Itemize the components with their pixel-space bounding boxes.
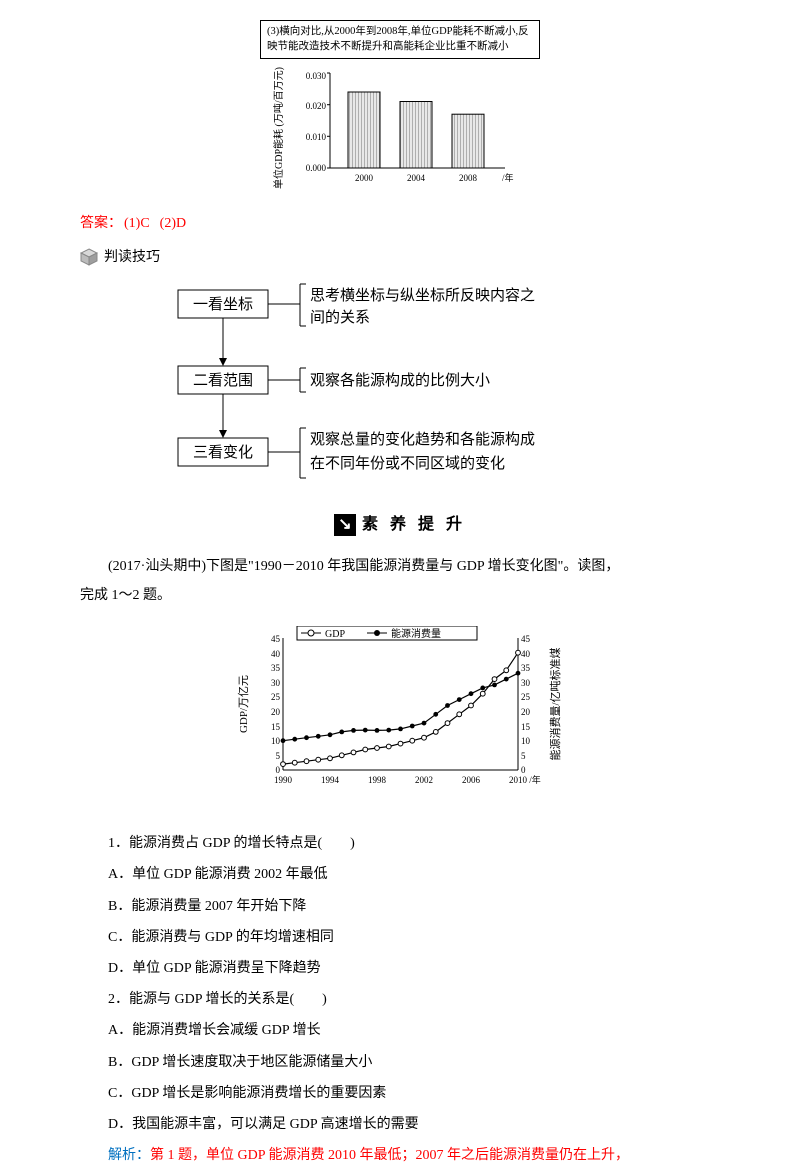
- svg-text:0.010: 0.010: [306, 132, 327, 142]
- svg-text:间的关系: 间的关系: [310, 309, 370, 326]
- svg-text:/年: /年: [502, 172, 514, 183]
- svg-text:思考横坐标与纵坐标所反映内容之: 思考横坐标与纵坐标所反映内容之: [310, 287, 535, 304]
- svg-text:2002: 2002: [415, 775, 433, 785]
- svg-text:一看坐标: 一看坐标: [193, 296, 253, 313]
- intro-line-1: (2017·汕头期中)下图是"1990－2010 年我国能源消费量与 GDP 增…: [80, 554, 720, 579]
- svg-text:2004: 2004: [407, 173, 426, 183]
- explain-label: 解析：: [108, 1148, 150, 1163]
- svg-text:30: 30: [271, 678, 281, 688]
- energy-markers: [281, 671, 521, 743]
- svg-text:GDP/万亿元: GDP/万亿元: [237, 675, 250, 733]
- svg-text:观察各能源构成的比例大小: 观察各能源构成的比例大小: [310, 371, 490, 389]
- q1-stem: 1．能源消费占 GDP 的增长特点是( ): [80, 831, 720, 856]
- svg-text:观察总量的变化趋势和各能源构成: 观察总量的变化趋势和各能源构成: [310, 430, 535, 448]
- right-yticks: 0 5 10 15 20 25 30 35 40 45: [521, 634, 531, 775]
- top-bar-chart: (3)横向对比,从2000年到2008年,单位GDP能耗不断减小,反映节能改造技…: [260, 20, 540, 193]
- svg-text:5: 5: [276, 751, 281, 761]
- svg-text:30: 30: [521, 678, 531, 688]
- q1-option-b: B．能源消费量 2007 年开始下降: [80, 894, 720, 919]
- gdp-line: [283, 653, 518, 764]
- svg-text:1994: 1994: [321, 775, 340, 785]
- q1-option-a: A．单位 GDP 能源消费 2002 年最低: [80, 862, 720, 887]
- svg-text:/年: /年: [529, 774, 541, 785]
- svg-text:能源消费量/亿吨标准煤: 能源消费量/亿吨标准煤: [548, 648, 562, 761]
- cube-icon: [80, 248, 98, 266]
- answer-label: 答案：: [80, 216, 122, 231]
- section-arrow-icon: ↘: [334, 514, 356, 536]
- svg-text:1990: 1990: [274, 775, 293, 785]
- bar-chart-svg: 单位GDP能耗 (万吨/百万元) 0.000 0.010 0.020 0.030: [270, 63, 530, 193]
- bar-2000: [348, 92, 380, 168]
- section-header: ↘ 素 养 提 升: [80, 511, 720, 540]
- svg-text:0: 0: [276, 765, 281, 775]
- left-yticks: 0 5 10 15 20 25 30 35 40 45: [271, 634, 281, 775]
- svg-text:2000: 2000: [355, 173, 374, 183]
- answer-1: (1)C: [124, 216, 150, 231]
- q1-option-c: C．能源消费与 GDP 的年均增速相同: [80, 925, 720, 950]
- svg-text:35: 35: [521, 663, 531, 673]
- q2-stem: 2．能源与 GDP 增长的关系是( ): [80, 987, 720, 1012]
- svg-text:2006: 2006: [462, 775, 481, 785]
- svg-text:40: 40: [271, 649, 281, 659]
- top-ylabel: 单位GDP能耗 (万吨/百万元): [272, 67, 285, 189]
- svg-text:0.030: 0.030: [306, 71, 327, 81]
- q2-option-b: B．GDP 增长速度取决于地区能源储量大小: [80, 1050, 720, 1075]
- top-chart-note: (3)横向对比,从2000年到2008年,单位GDP能耗不断减小,反映节能改造技…: [260, 20, 540, 59]
- svg-text:能源消费量: 能源消费量: [391, 627, 441, 640]
- skill-label: 判读技巧: [104, 245, 160, 270]
- svg-text:10: 10: [521, 736, 531, 746]
- gdp-markers: [281, 650, 521, 766]
- svg-text:0.020: 0.020: [306, 101, 327, 111]
- section-title: 素 养 提 升: [362, 511, 466, 540]
- svg-text:1998: 1998: [368, 775, 387, 785]
- q1-option-d: D．单位 GDP 能源消费呈下降趋势: [80, 956, 720, 981]
- answer-2: (2)D: [160, 216, 186, 231]
- svg-text:20: 20: [521, 707, 531, 717]
- svg-text:20: 20: [271, 707, 281, 717]
- intro-line-2: 完成 1～2 题。: [80, 583, 720, 608]
- svg-text:0.000: 0.000: [306, 163, 327, 173]
- svg-text:40: 40: [521, 649, 531, 659]
- svg-text:45: 45: [271, 634, 281, 644]
- skill-heading: 判读技巧: [80, 245, 720, 270]
- q2-option-c: C．GDP 增长是影响能源消费增长的重要因素: [80, 1081, 720, 1106]
- svg-text:25: 25: [271, 692, 281, 702]
- svg-text:单位GDP能耗 (万吨/百万元): 单位GDP能耗 (万吨/百万元): [272, 67, 285, 189]
- svg-text:35: 35: [271, 663, 281, 673]
- svg-text:2010: 2010: [509, 775, 528, 785]
- q2-option-a: A．能源消费增长会减缓 GDP 增长: [80, 1018, 720, 1043]
- svg-text:15: 15: [521, 722, 531, 732]
- svg-text:15: 15: [271, 722, 281, 732]
- explain-body: 第 1 题，单位 GDP 能源消费 2010 年最低；2007 年之后能源消费量…: [150, 1148, 629, 1163]
- svg-text:0: 0: [521, 765, 526, 775]
- bar-2004: [400, 102, 432, 169]
- svg-text:在不同年份或不同区域的变化: 在不同年份或不同区域的变化: [310, 455, 505, 472]
- svg-text:三看变化: 三看变化: [193, 444, 253, 461]
- svg-text:5: 5: [521, 751, 526, 761]
- q2-option-d: D．我国能源丰富，可以满足 GDP 高速增长的需要: [80, 1112, 720, 1137]
- line-chart: GDP/万亿元 能源消费量/亿吨标准煤 0 5 10 15 20 25 30 35 40 45…: [80, 626, 720, 815]
- answer-line: 答案：(1)C (2)D: [80, 211, 720, 236]
- explanation: 解析：第 1 题，单位 GDP 能源消费 2010 年最低；2007 年之后能源…: [80, 1143, 720, 1168]
- bar-2008: [452, 115, 484, 169]
- svg-text:GDP: GDP: [325, 629, 345, 640]
- svg-text:二看范围: 二看范围: [193, 372, 253, 389]
- svg-text:45: 45: [521, 634, 531, 644]
- svg-text:25: 25: [521, 692, 531, 702]
- svg-text:10: 10: [271, 736, 281, 746]
- reading-flowchart: 一看坐标 二看范围 三看变化 思考横坐标与纵坐标所反映内容之 间的关系 观察各能…: [150, 282, 650, 501]
- svg-text:2008: 2008: [459, 173, 478, 183]
